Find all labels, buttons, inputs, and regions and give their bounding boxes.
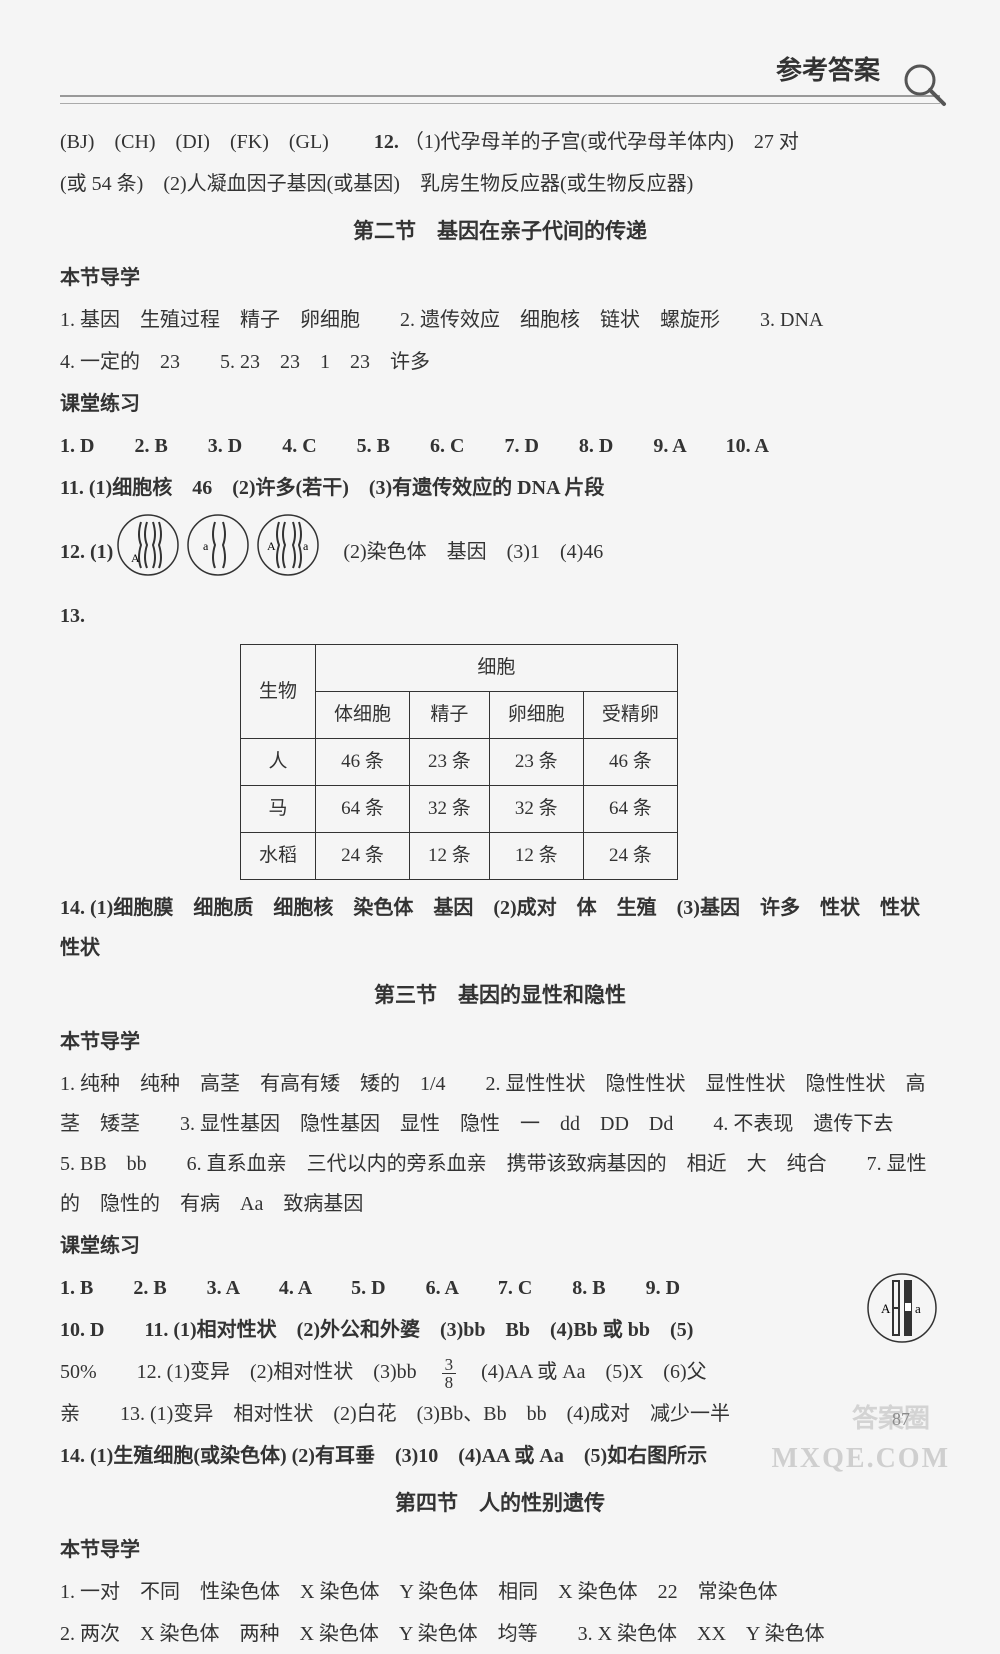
label-a: a [915,1301,921,1316]
pre-line-2: (或 54 条) (2)人凝血因子基因(或基因) 乳房生物反应器(或生物反应器) [60,164,940,204]
table-header: 受精卵 [583,692,677,739]
watermark-url: MXQE.COM [771,1443,950,1475]
table-cell: 24 条 [583,833,677,880]
guide-line: 1. 基因 生殖过程 精子 卵细胞 2. 遗传效应 细胞核 链状 螺旋形 3. … [60,300,940,340]
label-A: A [881,1301,891,1316]
mc-line: 1. B 2. B 3. A 4. A 5. D 6. A 7. C 8. B … [60,1277,680,1299]
table-cell: 水稻 [241,833,316,880]
table-cell: 23 条 [489,739,583,786]
table-cell: 64 条 [583,786,677,833]
table-cell: 12 条 [489,833,583,880]
table-header: 体细胞 [316,692,410,739]
table-cell: 32 条 [489,786,583,833]
chromosome-diagram-1: A [113,510,183,594]
q10-11: 10. D 11. (1)相对性状 (2)外公和外婆 (3)bb Bb (4)B… [60,1310,940,1350]
table-row: 人 46 条 23 条 23 条 46 条 [241,739,678,786]
guide-heading: 本节导学 [60,1022,940,1062]
table-header: 生物 [241,645,316,739]
table-cell: 24 条 [316,833,410,880]
table-header: 卵细胞 [489,692,583,739]
table-row: 马 64 条 32 条 32 条 64 条 [241,786,678,833]
chromosome-diagram-2: a [183,510,253,594]
label-a: a [303,539,309,553]
table-cell: 马 [241,786,316,833]
table-header-row: 生物 细胞 [241,645,678,692]
practice-heading: 课堂练习 [60,384,940,424]
section-title-4: 第四节 人的性别遗传 [60,1482,940,1524]
denominator: 8 [442,1374,457,1391]
main-content: (BJ) (CH) (DI) (FK) (GL) 12. （1)代孕母羊的子宫(… [60,122,940,1654]
text: 13. [60,605,85,627]
table-cell: 人 [241,739,316,786]
text: 11. (1)细胞核 46 (2)许多(若干) (3)有遗传效应的 DNA 片段 [60,477,604,499]
fraction: 3 8 [442,1356,457,1391]
q12-prefix: 12. (1) [60,532,113,572]
mc-answers: 1. D 2. B 3. D 4. C 5. B 6. C 7. D 8. D … [60,426,940,466]
table-cell: 23 条 [410,739,490,786]
section-title-3: 第三节 基因的显性和隐性 [60,974,940,1016]
mc-line: 1. D 2. B 3. D 4. C 5. B 6. C 7. D 8. D … [60,435,769,457]
q-num: 12. [374,131,399,153]
guide-heading: 本节导学 [60,258,940,298]
guide-heading: 本节导学 [60,1530,940,1570]
table-cell: 32 条 [410,786,490,833]
table-cell: 12 条 [410,833,490,880]
text: 14. (1)生殖细胞(或染色体) (2)有耳垂 (3)10 (4)AA 或 A… [60,1445,707,1467]
table-row: 水稻 24 条 12 条 12 条 24 条 [241,833,678,880]
table-cell: 46 条 [583,739,677,786]
table-cell: 46 条 [316,739,410,786]
chromosome-diagram-right: A a [865,1271,940,1360]
section-title-2: 第二节 基因在亲子代间的传递 [60,210,940,252]
q12: 50% 12. (1)变异 (2)相对性状 (3)bb 3 8 (4)AA 或 … [60,1352,940,1392]
q12: 12. (1) A a [60,510,940,594]
guide-line: 1. 一对 不同 性染色体 X 染色体 Y 染色体 相同 X 染色体 22 常染… [60,1572,940,1612]
q12-suffix: (2)染色体 基因 (3)1 (4)46 [343,532,603,572]
guide-line: 2. 两次 X 染色体 两种 X 染色体 Y 染色体 均等 3. X 染色体 X… [60,1614,940,1654]
table-cell: 64 条 [316,786,410,833]
guide-text: 1. 纯种 纯种 高茎 有高有矮 矮的 1/4 2. 显性性状 隐性性状 显性性… [60,1064,940,1224]
label-A: A [131,551,140,565]
text: (BJ) (CH) (DI) (FK) (GL) [60,131,369,153]
text: 50% 12. (1)变异 (2)相对性状 (3)bb [60,1361,437,1383]
page-header-title: 参考答案 [60,50,940,97]
text: 10. D 11. (1)相对性状 (2)外公和外婆 (3)bb Bb (4)B… [60,1319,693,1341]
watermark-logo: 答案圈 [852,1398,930,1435]
text: (4)AA 或 Aa (5)X (6)父 [461,1361,707,1383]
numerator: 3 [442,1356,457,1374]
q13: 亲 13. (1)变异 相对性状 (2)白花 (3)Bb、Bb bb (4)成对… [60,1394,940,1434]
chromosome-diagram-3: A a [253,510,323,594]
practice-heading: 课堂练习 [60,1226,940,1266]
chromosome-table: 生物 细胞 体细胞 精子 卵细胞 受精卵 人 46 条 23 条 23 条 46… [240,644,678,880]
table-header: 精子 [410,692,490,739]
magnifier-icon [900,60,950,110]
table-header: 细胞 [316,645,678,692]
q13-label: 13. [60,596,940,636]
q14: 14. (1)细胞膜 细胞质 细胞核 染色体 基因 (2)成对 体 生殖 (3)… [60,888,940,968]
mc-answers: 1. B 2. B 3. A 4. A 5. D 6. A 7. C 8. B … [60,1268,940,1308]
q11: 11. (1)细胞核 46 (2)许多(若干) (3)有遗传效应的 DNA 片段 [60,468,940,508]
label-a: a [203,539,209,553]
text: 14. (1)细胞膜 细胞质 细胞核 染色体 基因 (2)成对 体 生殖 (3)… [60,897,940,959]
pre-line-1: (BJ) (CH) (DI) (FK) (GL) 12. （1)代孕母羊的子宫(… [60,122,940,162]
label-A: A [267,539,276,553]
guide-line: 4. 一定的 23 5. 23 23 1 23 许多 [60,342,940,382]
header-divider [60,103,940,104]
text: （1)代孕母羊的子宫(或代孕母羊体内) 27 对 [404,131,799,153]
